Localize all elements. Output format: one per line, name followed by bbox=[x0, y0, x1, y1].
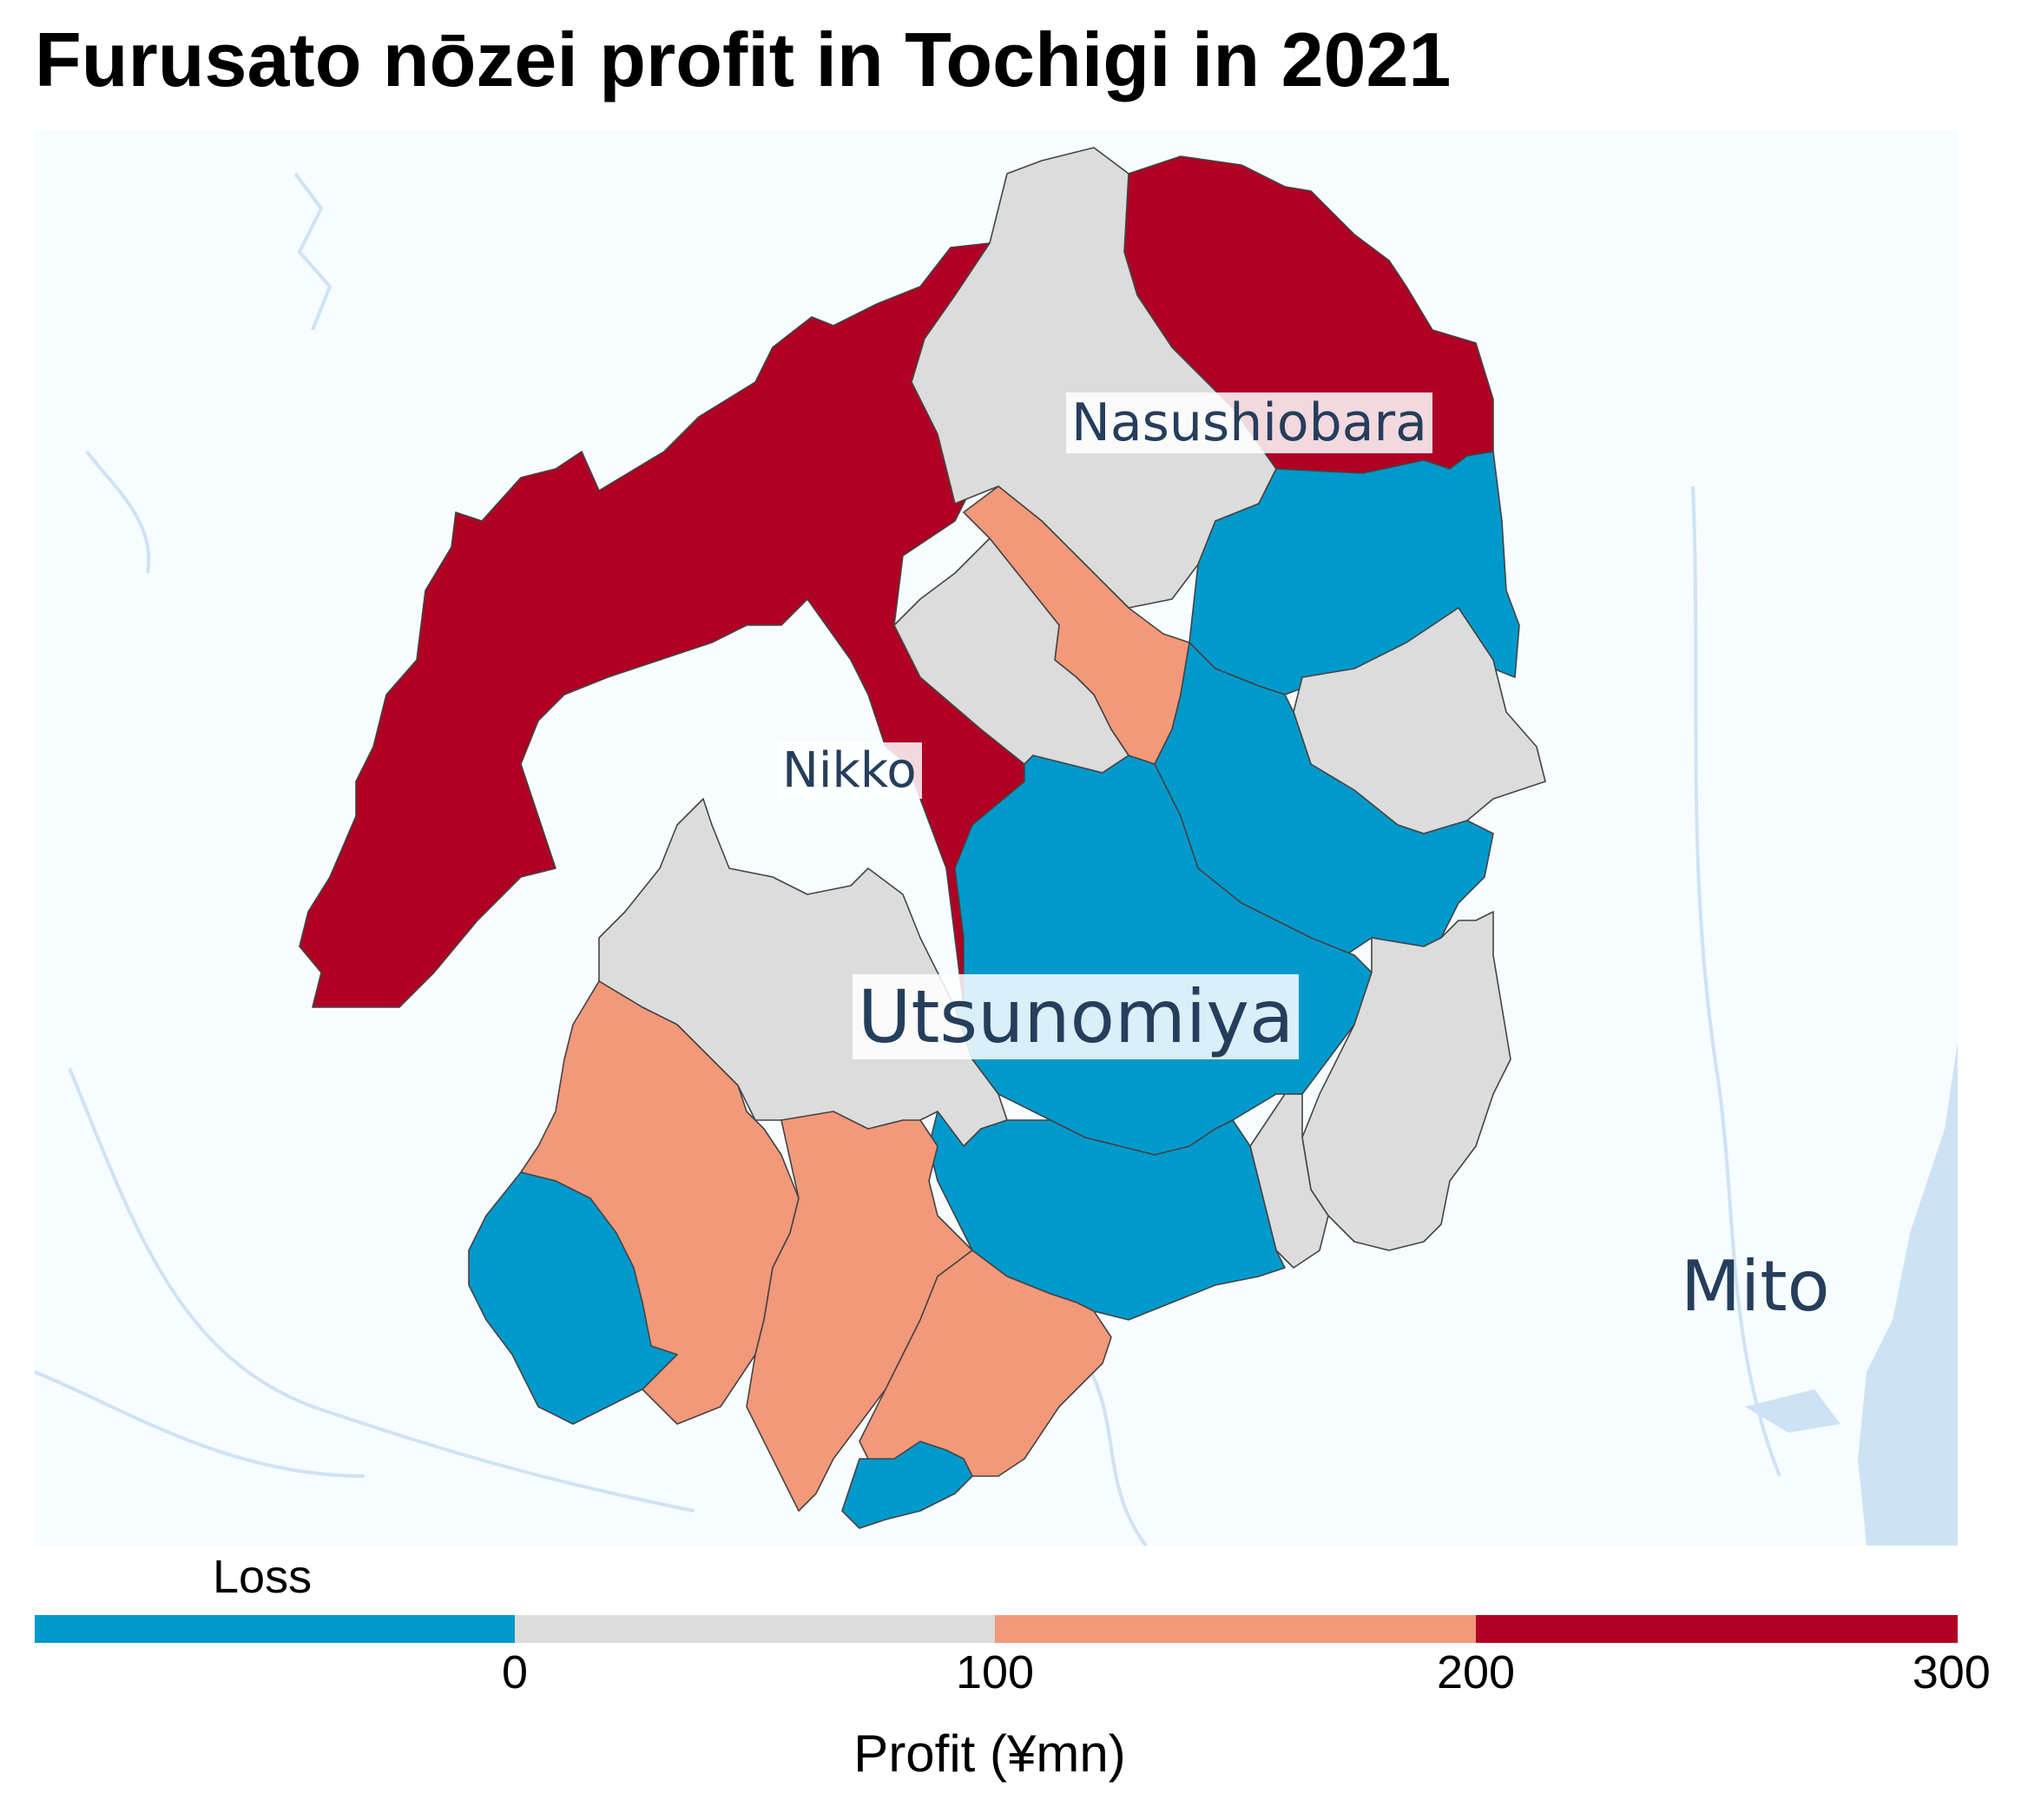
lake bbox=[1745, 1389, 1840, 1433]
legend-bin-0-100 bbox=[515, 1615, 995, 1643]
place-label-mito: Mito bbox=[1681, 1246, 1830, 1327]
legend-title: Profit (¥mn) bbox=[853, 1724, 1126, 1783]
municipalities bbox=[299, 147, 1546, 1529]
place-label-nikko: Nikko bbox=[777, 742, 922, 799]
legend-tick: 300 bbox=[1912, 1646, 1991, 1698]
legend-tick: 200 bbox=[1436, 1646, 1516, 1698]
region-kanuma bbox=[598, 798, 1008, 1147]
legend-colorbar bbox=[35, 1615, 1958, 1643]
river bbox=[293, 172, 333, 331]
legend-bin-200-300 bbox=[1476, 1615, 1958, 1643]
legend-tick: 100 bbox=[955, 1646, 1035, 1698]
place-label-utsunomiya: Utsunomiya bbox=[853, 974, 1300, 1059]
legend-bin-loss bbox=[35, 1615, 515, 1643]
river bbox=[1691, 485, 1781, 1477]
map-title: Furusato nōzei profit in Tochigi in 2021 bbox=[35, 16, 1452, 102]
place-label-nasushiobara: Nasushiobara bbox=[1066, 392, 1432, 453]
sea-coast bbox=[1858, 1042, 1958, 1546]
river bbox=[68, 1067, 695, 1513]
region-nogi bbox=[859, 1250, 1112, 1477]
region-ashikaga bbox=[468, 1171, 678, 1425]
legend-loss-label: Loss bbox=[213, 1551, 313, 1603]
legend-tick: 0 bbox=[501, 1646, 529, 1698]
region-tochigi bbox=[520, 980, 800, 1425]
river bbox=[85, 450, 151, 574]
region-nogi-south bbox=[841, 1441, 973, 1529]
region-nasushiobara bbox=[911, 147, 1277, 609]
region-motegi bbox=[1301, 911, 1511, 1251]
legend-bin-100-200 bbox=[995, 1615, 1476, 1643]
river bbox=[34, 1370, 365, 1478]
